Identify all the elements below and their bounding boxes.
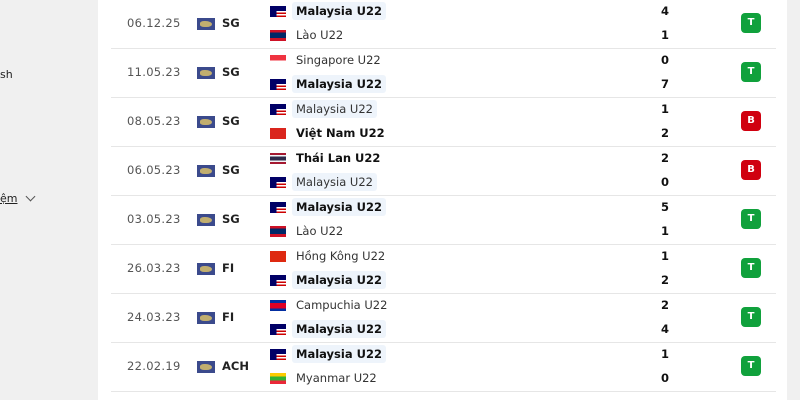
home-score: 4 — [661, 4, 670, 18]
hongkong-flag-icon — [270, 251, 286, 262]
match-date: 22.02.19 — [127, 359, 181, 373]
malaysia-flag-icon — [270, 177, 286, 188]
competition-world-icon — [197, 361, 215, 373]
home-score: 1 — [661, 347, 670, 361]
team-name[interactable]: Campuchia U22 — [296, 298, 388, 312]
match-date: 08.05.23 — [127, 114, 181, 128]
team-name[interactable]: Malaysia U22 — [292, 271, 386, 289]
malaysia-flag-icon — [270, 324, 286, 335]
team-name[interactable]: Malaysia U22 — [292, 198, 386, 216]
home-score: 1 — [661, 102, 670, 116]
match-row[interactable]: 22.02.19 ACH Malaysia U22 Myanmar U22 1 … — [111, 342, 776, 392]
away-score: 4 — [661, 322, 670, 336]
team-name[interactable]: Lào U22 — [296, 28, 344, 42]
malaysia-flag-icon — [270, 6, 286, 17]
result-badge: T — [741, 258, 761, 278]
result-badge: T — [741, 209, 761, 229]
home-score: 5 — [661, 200, 670, 214]
match-row[interactable]: 08.05.23 SG Malaysia U22 Việt Nam U22 1 … — [111, 97, 776, 147]
result-badge: B — [741, 111, 761, 131]
match-row[interactable]: 06.05.23 SG Thái Lan U22 Malaysia U22 2 … — [111, 146, 776, 196]
show-more-link[interactable]: ệm — [0, 192, 18, 205]
team-name[interactable]: Myanmar U22 — [296, 371, 377, 385]
away-score: 2 — [661, 126, 670, 140]
home-score: 0 — [661, 53, 670, 67]
competition-world-icon — [197, 18, 215, 30]
team-name[interactable]: Malaysia U22 — [292, 100, 377, 118]
match-row[interactable]: 26.03.23 FI Hồng Kông U22 Malaysia U22 1… — [111, 244, 776, 294]
team-name[interactable]: Malaysia U22 — [292, 345, 386, 363]
away-score: 0 — [661, 371, 670, 385]
result-badge: T — [741, 356, 761, 376]
team-name[interactable]: Malaysia U22 — [292, 320, 386, 338]
sidebar-text: sh — [0, 68, 13, 81]
match-date: 11.05.23 — [127, 65, 181, 79]
away-score: 2 — [661, 273, 670, 287]
sidebar: sh ệm — [0, 0, 98, 400]
vietnam-flag-icon — [270, 128, 286, 139]
team-name[interactable]: Thái Lan U22 — [296, 151, 381, 165]
match-date: 03.05.23 — [127, 212, 181, 226]
malaysia-flag-icon — [270, 202, 286, 213]
malaysia-flag-icon — [270, 275, 286, 286]
team-name[interactable]: Malaysia U22 — [292, 173, 377, 191]
away-score: 7 — [661, 77, 670, 91]
result-badge: B — [741, 160, 761, 180]
competition-code: FI — [222, 310, 235, 324]
home-score: 2 — [661, 151, 670, 165]
match-row[interactable]: 06.12.25 SG Malaysia U22 Lào U22 4 1 T — [111, 0, 776, 49]
match-date: 06.05.23 — [127, 163, 181, 177]
competition-world-icon — [197, 165, 215, 177]
chevron-down-icon[interactable] — [25, 191, 36, 202]
match-date: 24.03.23 — [127, 310, 181, 324]
myanmar-flag-icon — [270, 373, 286, 384]
match-date: 26.03.23 — [127, 261, 181, 275]
malaysia-flag-icon — [270, 79, 286, 90]
result-badge: T — [741, 62, 761, 82]
match-row[interactable]: 03.05.23 SG Malaysia U22 Lào U22 5 1 T — [111, 195, 776, 245]
competition-code: SG — [222, 163, 240, 177]
home-score: 1 — [661, 249, 670, 263]
laos-flag-icon — [270, 226, 286, 237]
malaysia-flag-icon — [270, 104, 286, 115]
team-name[interactable]: Lào U22 — [296, 224, 344, 238]
competition-code: SG — [222, 65, 240, 79]
competition-code: ACH — [222, 359, 249, 373]
team-name[interactable]: Hồng Kông U22 — [296, 249, 386, 263]
away-score: 1 — [661, 224, 670, 238]
competition-world-icon — [197, 67, 215, 79]
team-name[interactable]: Malaysia U22 — [292, 75, 386, 93]
team-name[interactable]: Malaysia U22 — [292, 2, 386, 20]
competition-world-icon — [197, 312, 215, 324]
competition-code: SG — [222, 212, 240, 226]
competition-world-icon — [197, 214, 215, 226]
laos-flag-icon — [270, 30, 286, 41]
home-score: 2 — [661, 298, 670, 312]
competition-world-icon — [197, 116, 215, 128]
competition-world-icon — [197, 263, 215, 275]
team-name[interactable]: Singapore U22 — [296, 53, 381, 67]
cambodia-flag-icon — [270, 300, 286, 311]
singapore-flag-icon — [270, 55, 286, 66]
thailand-flag-icon — [270, 153, 286, 164]
match-date: 06.12.25 — [127, 16, 181, 30]
result-badge: T — [741, 13, 761, 33]
competition-code: SG — [222, 16, 240, 30]
result-badge: T — [741, 307, 761, 327]
match-row[interactable]: 24.03.23 FI Campuchia U22 Malaysia U22 2… — [111, 293, 776, 343]
malaysia-flag-icon — [270, 349, 286, 360]
competition-code: FI — [222, 261, 235, 275]
team-name[interactable]: Việt Nam U22 — [296, 126, 385, 140]
match-row[interactable]: 11.05.23 SG Singapore U22 Malaysia U22 0… — [111, 48, 776, 98]
match-history-panel: 06.12.25 SG Malaysia U22 Lào U22 4 1 T 11… — [98, 0, 787, 400]
competition-code: SG — [222, 114, 240, 128]
away-score: 1 — [661, 28, 670, 42]
away-score: 0 — [661, 175, 670, 189]
